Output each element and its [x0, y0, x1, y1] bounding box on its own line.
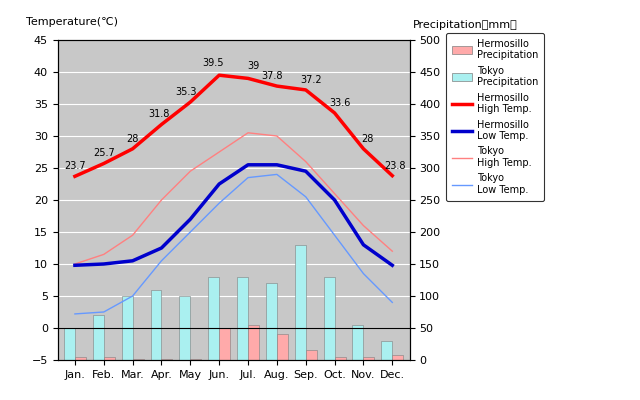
Bar: [104, 357, 115, 360]
Bar: [122, 296, 132, 360]
Bar: [219, 328, 230, 360]
Bar: [392, 355, 403, 360]
Text: 37.8: 37.8: [262, 71, 284, 81]
Text: 33.6: 33.6: [330, 98, 351, 108]
Bar: [266, 283, 277, 360]
Bar: [295, 245, 306, 360]
Text: 23.7: 23.7: [64, 161, 86, 171]
Bar: [381, 341, 392, 360]
Text: Precipitation（mm）: Precipitation（mm）: [413, 20, 518, 30]
Text: 23.8: 23.8: [385, 160, 406, 170]
Bar: [64, 328, 75, 360]
Text: 28: 28: [127, 134, 139, 144]
Bar: [335, 357, 346, 360]
Text: 31.8: 31.8: [148, 109, 169, 119]
Text: 39.5: 39.5: [203, 58, 224, 68]
Bar: [248, 325, 259, 360]
Bar: [161, 359, 172, 360]
Bar: [364, 357, 374, 360]
Text: 37.2: 37.2: [301, 75, 323, 85]
Bar: [179, 296, 190, 360]
Bar: [208, 277, 219, 360]
Legend: Hermosillo
Precipitation, Tokyo
Precipitation, Hermosillo
High Temp., Hermosillo: Hermosillo Precipitation, Tokyo Precipit…: [447, 33, 544, 201]
Bar: [237, 277, 248, 360]
Bar: [353, 325, 364, 360]
Text: 28: 28: [362, 134, 374, 144]
Bar: [93, 315, 104, 360]
Text: 35.3: 35.3: [175, 87, 196, 97]
Bar: [190, 359, 202, 360]
Bar: [306, 350, 317, 360]
Bar: [132, 359, 143, 360]
Bar: [277, 334, 288, 360]
Bar: [150, 290, 161, 360]
Text: 39: 39: [248, 61, 260, 71]
Bar: [324, 277, 335, 360]
Text: Temperature(℃): Temperature(℃): [26, 17, 118, 27]
Bar: [75, 357, 86, 360]
Text: 25.7: 25.7: [93, 148, 115, 158]
